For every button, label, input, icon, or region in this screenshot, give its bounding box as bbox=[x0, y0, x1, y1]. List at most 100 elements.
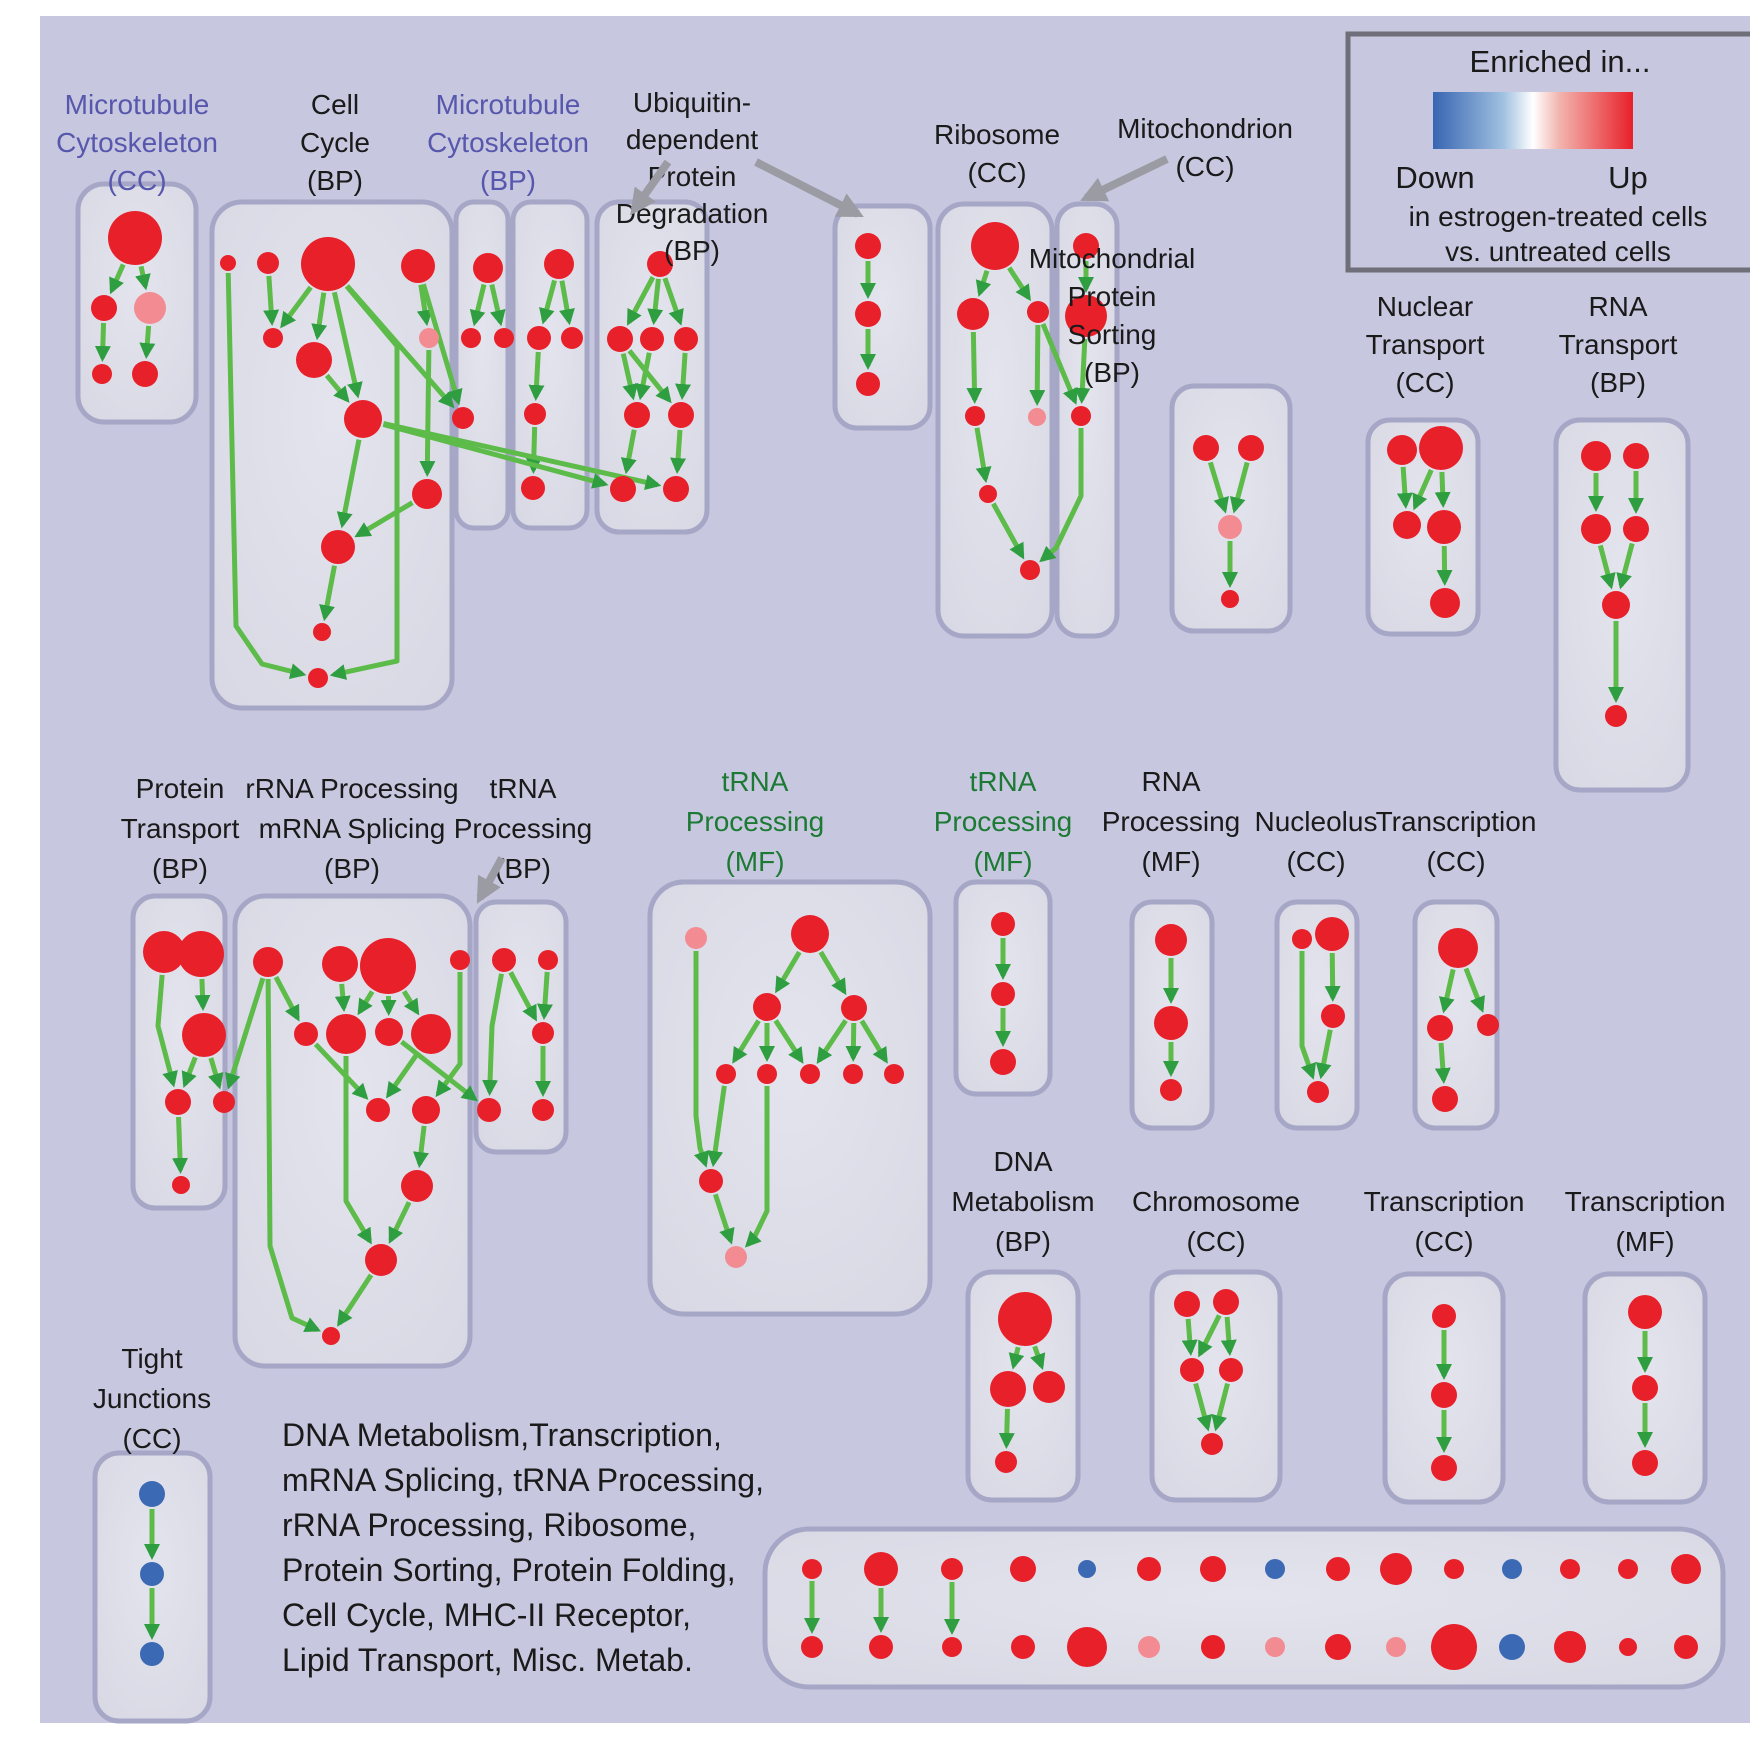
node-cell-cycle-n7 bbox=[419, 328, 439, 348]
cluster-box-microtubule-bp-1 bbox=[456, 202, 508, 528]
node-ribosome-mL bbox=[957, 298, 989, 330]
node-ubiquitin-b-v3 bbox=[856, 372, 880, 396]
node-summary-top-14 bbox=[1671, 1554, 1701, 1584]
node-transcription-cc-1-r bbox=[1477, 1014, 1499, 1036]
node-rrna-processing-Q bbox=[365, 1244, 397, 1276]
node-microtubule-cc-a bbox=[108, 211, 162, 265]
node-rna-processing-v3 bbox=[1160, 1079, 1182, 1101]
edge-dna-metabolism-2 bbox=[1006, 1409, 1007, 1445]
node-nuclear-transport-b bbox=[1430, 588, 1460, 618]
cluster-box-microtubule-bp-2 bbox=[513, 202, 587, 528]
edge-cell-cycle-0 bbox=[269, 276, 272, 322]
node-summary-top-4 bbox=[1078, 1560, 1096, 1578]
node-rna-processing-v2 bbox=[1154, 1006, 1188, 1040]
node-summary-bottom-10 bbox=[1431, 1624, 1477, 1670]
node-trna-mf-small-v2 bbox=[991, 982, 1015, 1006]
node-cell-cycle-n6 bbox=[296, 342, 332, 378]
node-cell-cycle-n10 bbox=[321, 530, 355, 564]
node-trna-mf-big-BG bbox=[791, 915, 829, 953]
edge-chromosome-2 bbox=[1227, 1317, 1230, 1352]
node-cell-cycle-n4 bbox=[401, 249, 435, 283]
node-summary-bottom-8 bbox=[1325, 1634, 1351, 1660]
node-rna-processing-v1 bbox=[1155, 924, 1187, 956]
node-rna-transport-t1 bbox=[1581, 441, 1611, 471]
node-summary-top-10 bbox=[1444, 1559, 1464, 1579]
node-protein-transport-C bbox=[182, 1013, 226, 1057]
node-summary-top-11 bbox=[1502, 1559, 1522, 1579]
node-cell-cycle-n8 bbox=[344, 400, 382, 438]
node-trna-bp-t1 bbox=[492, 948, 516, 972]
node-chromosome-t2 bbox=[1213, 1289, 1239, 1315]
edge-microtubule-cc-2 bbox=[102, 323, 103, 358]
node-tight-junctions-v1 bbox=[139, 1481, 165, 1507]
node-summary-top-1 bbox=[864, 1552, 898, 1586]
node-microtubule-bp-1-d bbox=[452, 407, 474, 429]
edge-ubiquitin-a-6 bbox=[682, 353, 685, 396]
edge-protein-transport-1 bbox=[202, 979, 203, 1007]
node-trna-bp-m bbox=[532, 1022, 554, 1044]
node-cell-cycle-n2 bbox=[257, 252, 279, 274]
node-trna-mf-big-b2 bbox=[757, 1064, 777, 1084]
node-transcription-mf-v2 bbox=[1632, 1375, 1658, 1401]
node-tight-junctions-v3 bbox=[140, 1642, 164, 1666]
node-rna-transport-t2 bbox=[1623, 443, 1649, 469]
node-summary-bottom-7 bbox=[1265, 1637, 1285, 1657]
node-cell-cycle-n9 bbox=[412, 479, 442, 509]
node-microtubule-bp-2-b bbox=[521, 476, 545, 500]
edge-transcription-cc-1-2 bbox=[1441, 1043, 1444, 1080]
node-summary-top-9 bbox=[1380, 1553, 1412, 1585]
node-trna-bp-t2 bbox=[538, 950, 558, 970]
node-nucleolus-m bbox=[1321, 1004, 1345, 1028]
node-summary-bottom-14 bbox=[1674, 1635, 1698, 1659]
node-trna-mf-big-b1 bbox=[716, 1064, 736, 1084]
node-summary-bottom-1 bbox=[869, 1635, 893, 1659]
node-ubiquitin-a-m2 bbox=[640, 327, 664, 351]
node-summary-bottom-3 bbox=[1011, 1635, 1035, 1659]
node-cell-cycle-n12 bbox=[308, 668, 328, 688]
node-nucleolus-B bbox=[1315, 917, 1349, 951]
node-mito-sorting-t1 bbox=[1193, 435, 1219, 461]
node-tight-junctions-v2 bbox=[140, 1562, 164, 1586]
node-microtubule-cc-d bbox=[92, 364, 112, 384]
node-transcription-cc-1-B bbox=[1438, 928, 1478, 968]
node-summary-top-0 bbox=[802, 1559, 822, 1579]
node-summary-bottom-5 bbox=[1138, 1636, 1160, 1658]
node-summary-top-7 bbox=[1265, 1559, 1285, 1579]
node-summary-top-8 bbox=[1326, 1557, 1350, 1581]
node-rrna-processing-T3 bbox=[360, 938, 416, 994]
node-rrna-processing-L1 bbox=[366, 1098, 390, 1122]
node-summary-bottom-0 bbox=[801, 1636, 823, 1658]
node-protein-transport-E bbox=[213, 1091, 235, 1113]
node-transcription-mf-v3 bbox=[1632, 1450, 1658, 1476]
node-microtubule-bp-2-m2 bbox=[561, 327, 583, 349]
node-dna-metabolism-B bbox=[998, 1292, 1052, 1346]
node-ribosome-mS bbox=[1027, 301, 1049, 323]
node-transcription-cc-1-b bbox=[1432, 1086, 1458, 1112]
node-cell-cycle-n5 bbox=[263, 328, 283, 348]
edge-trna-mf-big-6 bbox=[853, 1023, 854, 1058]
node-rrna-processing-M2 bbox=[326, 1014, 366, 1054]
node-summary-top-12 bbox=[1560, 1559, 1580, 1579]
node-transcription-cc-2-v1 bbox=[1432, 1304, 1456, 1328]
edge-ribosome-3 bbox=[1037, 325, 1038, 402]
node-ubiquitin-a-b2 bbox=[663, 476, 689, 502]
edge-cell-cycle-6 bbox=[427, 350, 429, 473]
node-ribosome-bot bbox=[1020, 560, 1040, 580]
node-chromosome-m2 bbox=[1219, 1358, 1243, 1382]
node-ubiquitin-a-b1 bbox=[610, 476, 636, 502]
node-summary-top-2 bbox=[941, 1558, 963, 1580]
legend-subline-1: in estrogen-treated cells bbox=[1409, 201, 1708, 232]
node-microtubule-bp-2-m1 bbox=[527, 326, 551, 350]
node-transcription-cc-2-v3 bbox=[1431, 1455, 1457, 1481]
node-trna-mf-big-b4 bbox=[843, 1064, 863, 1084]
node-mito-sorting-p bbox=[1218, 515, 1242, 539]
edge-trna-bp-1 bbox=[544, 972, 547, 1016]
node-ubiquitin-a-l1 bbox=[624, 402, 650, 428]
node-dna-metabolism-r bbox=[1033, 1371, 1065, 1403]
edge-microtubule-bp-2-2 bbox=[536, 352, 538, 397]
node-mitochondrion-c bbox=[1071, 406, 1091, 426]
node-cell-cycle-n3 bbox=[301, 237, 355, 291]
node-summary-bottom-2 bbox=[942, 1637, 962, 1657]
